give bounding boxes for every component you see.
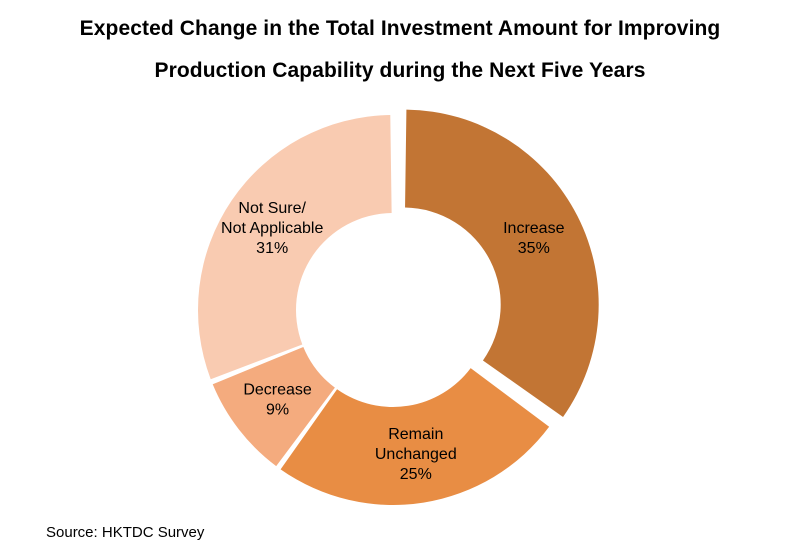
slice-category-label: Not Applicable	[221, 220, 323, 237]
source-note: Source: HKTDC Survey	[46, 524, 205, 541]
slice-category-label: Remain	[388, 426, 443, 443]
donut-slice-remain-unchanged	[280, 368, 550, 506]
slice-category-label: Increase	[503, 220, 564, 237]
donut-slice-not-sure-not-applicable	[198, 115, 392, 380]
chart-title-line-1: Expected Change in the Total Investment …	[79, 17, 721, 40]
slice-value-label: 25%	[400, 466, 432, 483]
slice-value-label: 31%	[256, 240, 288, 257]
slice-category-label: Decrease	[243, 382, 312, 399]
slice-label-0: Increase 35%	[503, 220, 564, 257]
slice-value-label: 35%	[518, 240, 550, 257]
donut-slice-group-1: Remain Unchanged 25%	[280, 368, 550, 506]
slice-label-2: Decrease 9%	[243, 382, 312, 419]
chart-title-line-2: Production Capability during the Next Fi…	[154, 59, 646, 82]
slice-value-label: 9%	[266, 402, 289, 419]
slice-label-3: Not Sure/Not Applicable 31%	[221, 200, 323, 257]
donut-slice-group-0: Increase 35%	[405, 109, 599, 417]
slice-category-label: Not Sure/	[238, 200, 306, 217]
donut-slice-decrease	[212, 346, 335, 467]
donut-slice-group-3: Not Sure/Not Applicable 31%	[198, 115, 392, 380]
slice-category-label: Unchanged	[375, 446, 457, 463]
slice-label-1: Remain Unchanged 25%	[375, 426, 457, 483]
donut-slice-increase	[405, 109, 599, 417]
donut-slice-group-2: Decrease 9%	[212, 346, 335, 467]
